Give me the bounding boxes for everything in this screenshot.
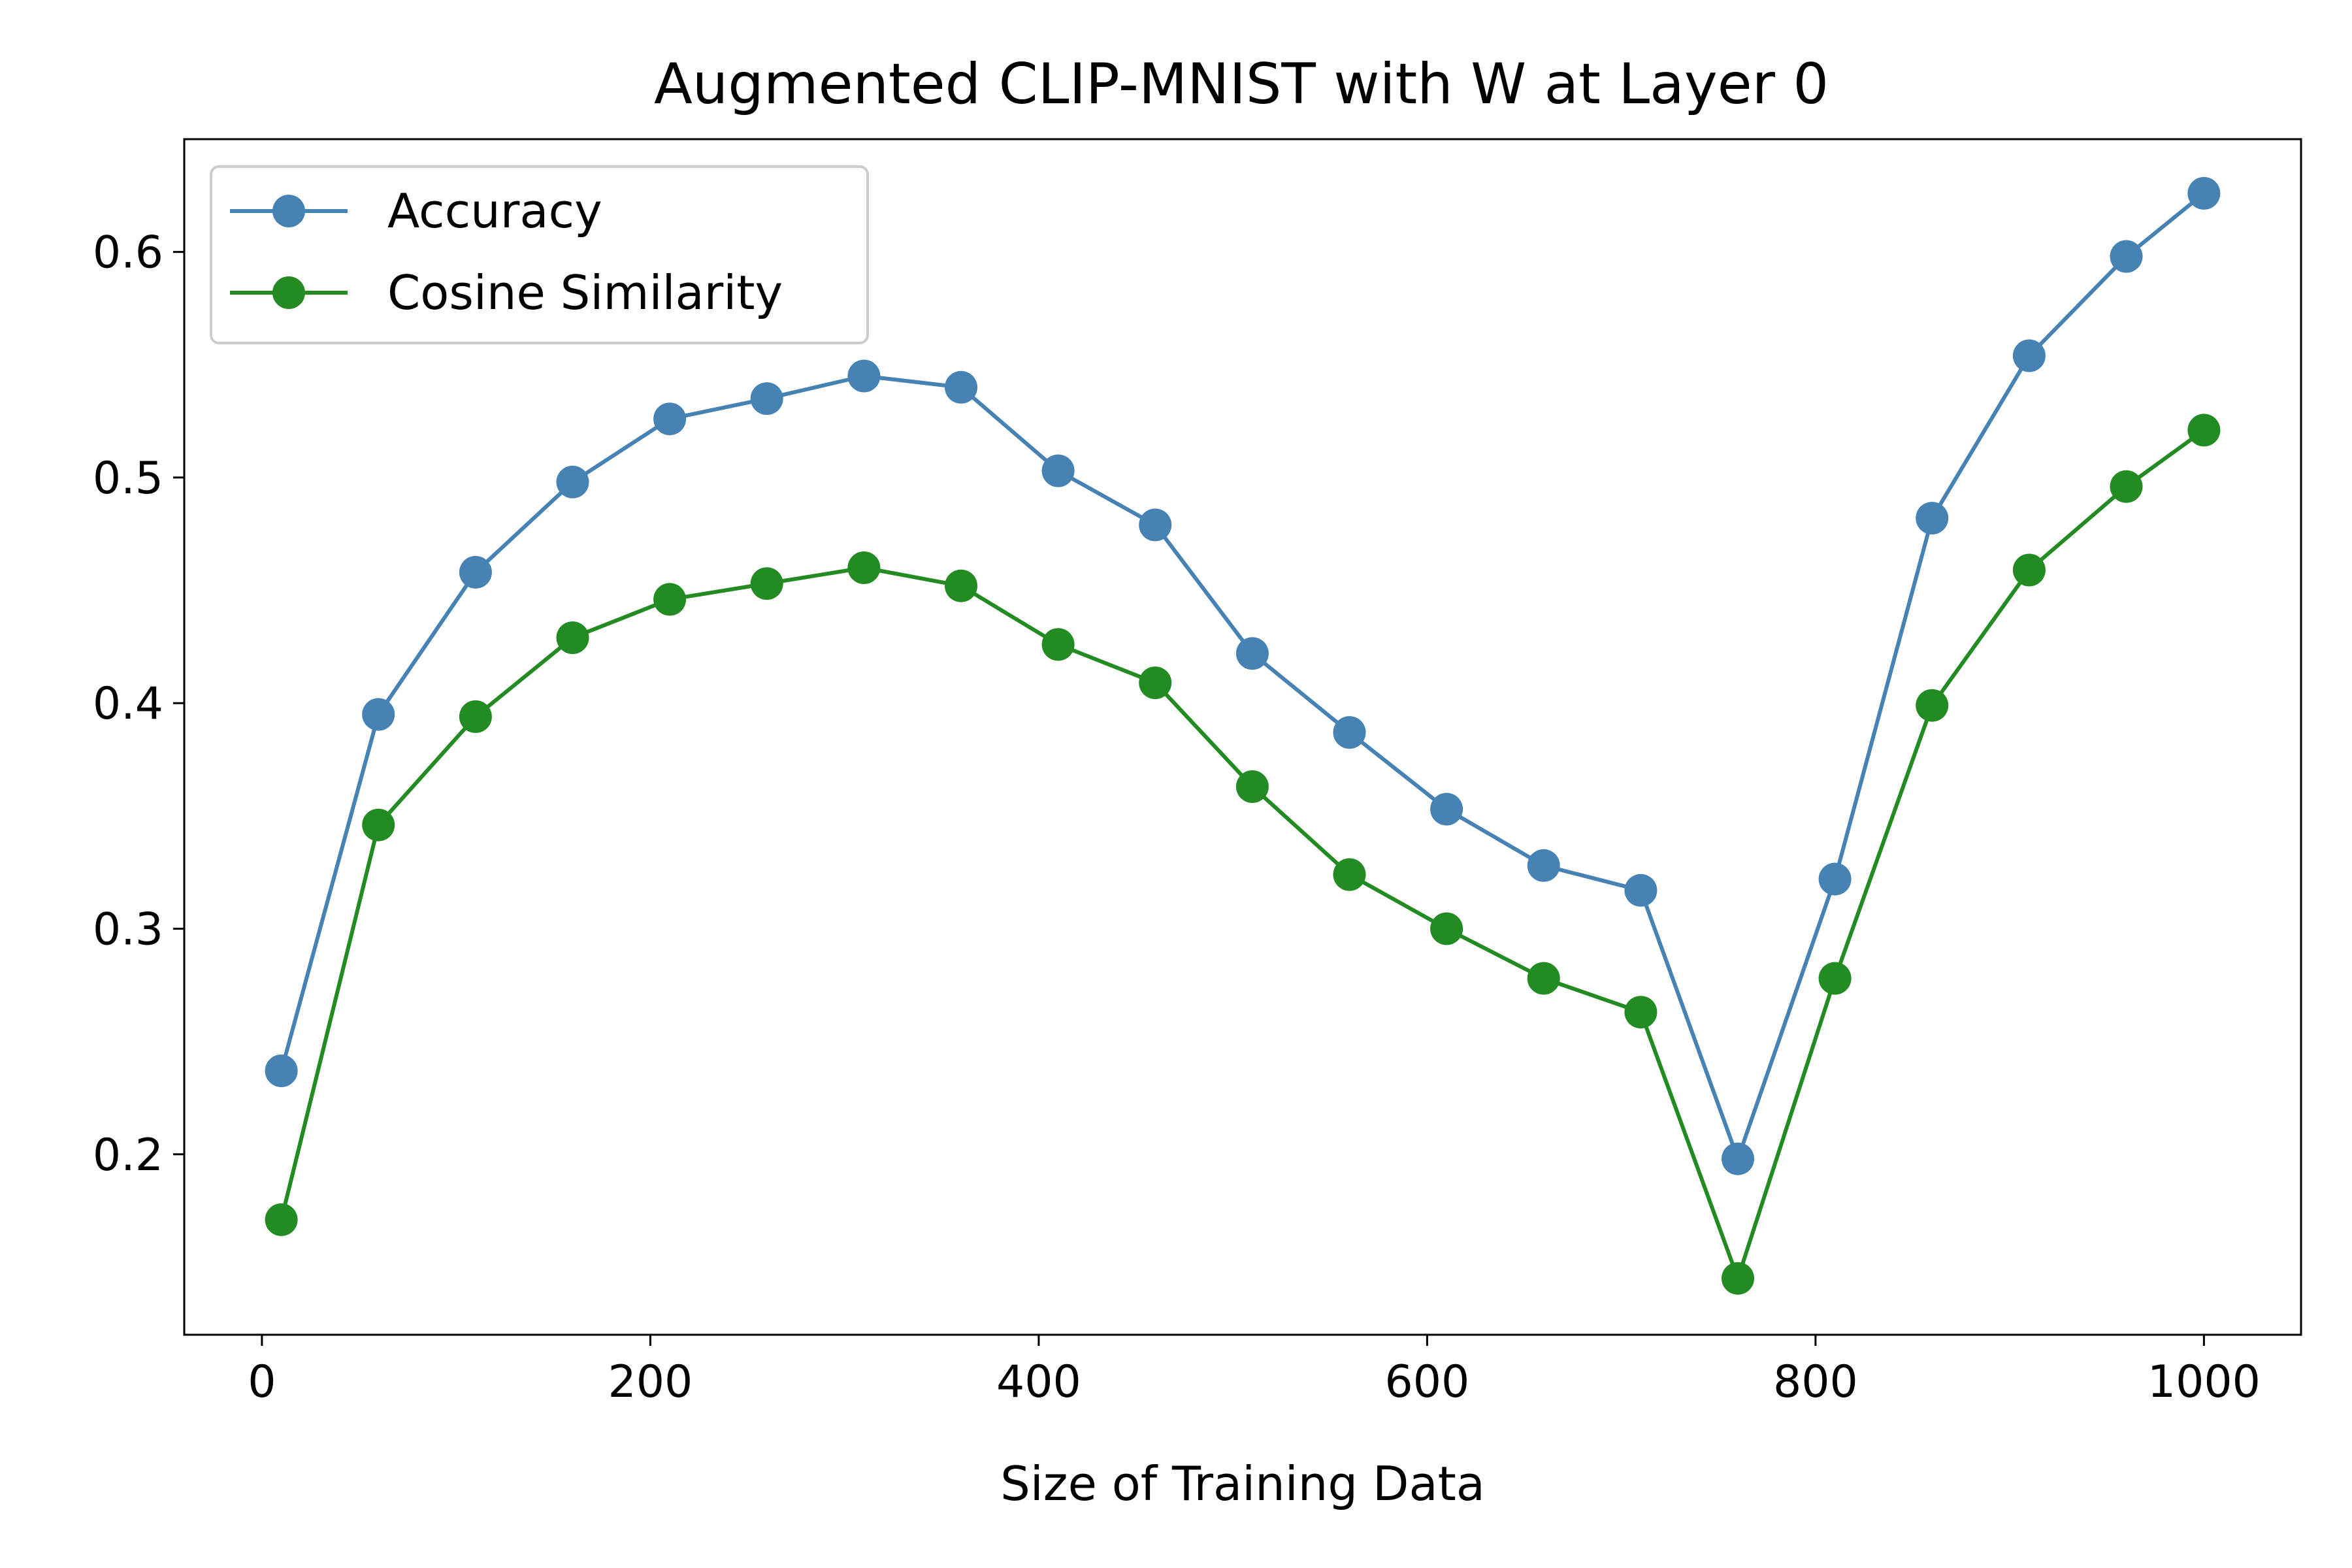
data-point-cosine-similarity-260	[750, 567, 783, 600]
legend-frame	[210, 165, 869, 344]
x-tick-label-800: 800	[1773, 1356, 1858, 1408]
x-axis-title: Size of Training Data	[1000, 1456, 1485, 1511]
data-point-cosine-similarity-660	[1527, 962, 1560, 995]
data-point-accuracy-410	[1041, 454, 1075, 487]
y-tick-label-0.2: 0.2	[93, 1130, 163, 1181]
data-point-accuracy-560	[1333, 716, 1366, 749]
data-point-cosine-similarity-710	[1624, 996, 1658, 1029]
data-point-cosine-similarity-610	[1430, 912, 1463, 945]
data-point-accuracy-760	[1722, 1142, 1754, 1175]
x-tick-label-400: 400	[996, 1356, 1081, 1408]
data-point-cosine-similarity-910	[2012, 553, 2046, 587]
legend-label-accuracy: Accuracy	[387, 184, 602, 238]
data-point-accuracy-460	[1139, 508, 1172, 542]
data-point-accuracy-510	[1235, 637, 1269, 670]
x-tick-label-200: 200	[608, 1356, 693, 1408]
data-point-accuracy-1000	[2187, 176, 2221, 210]
legend: Accuracy Cosine Similarity	[210, 165, 869, 344]
legend-marker-accuracy	[272, 195, 305, 227]
series-layer	[265, 176, 2221, 1295]
data-point-accuracy-160	[556, 465, 589, 498]
data-point-accuracy-360	[945, 370, 977, 404]
data-point-accuracy-260	[750, 382, 783, 416]
data-point-cosine-similarity-510	[1235, 770, 1269, 803]
data-point-accuracy-60	[362, 698, 395, 731]
data-point-cosine-similarity-210	[653, 583, 687, 616]
data-point-cosine-similarity-860	[1916, 689, 1949, 722]
y-axis: 0.2 0.3 0.4 0.5 0.6	[93, 227, 184, 1181]
x-axis: 0 200 400 600 800 1000	[248, 1335, 2261, 1408]
y-tick-label-0.4: 0.4	[93, 678, 163, 730]
data-point-accuracy-710	[1624, 874, 1658, 907]
data-point-cosine-similarity-810	[1818, 962, 1852, 995]
data-point-cosine-similarity-960	[2110, 470, 2143, 503]
data-point-cosine-similarity-310	[847, 551, 881, 584]
data-point-accuracy-310	[847, 359, 881, 393]
data-point-cosine-similarity-110	[459, 700, 492, 733]
data-point-cosine-similarity-10	[265, 1203, 298, 1236]
x-tick-label-600: 600	[1384, 1356, 1469, 1408]
y-tick-label-0.5: 0.5	[93, 453, 163, 504]
data-point-accuracy-10	[265, 1054, 298, 1087]
legend-marker-cosine-similarity	[272, 276, 305, 309]
data-point-accuracy-610	[1430, 792, 1463, 826]
y-tick-label-0.3: 0.3	[93, 904, 163, 955]
data-point-accuracy-960	[2110, 240, 2143, 273]
data-point-accuracy-660	[1527, 849, 1560, 882]
y-tick-label-0.6: 0.6	[93, 227, 163, 279]
data-point-accuracy-110	[459, 555, 492, 589]
data-point-accuracy-210	[653, 402, 687, 436]
data-point-accuracy-860	[1916, 502, 1949, 535]
data-point-cosine-similarity-1000	[2187, 414, 2221, 447]
series-accuracy	[265, 176, 2221, 1175]
plot-area	[183, 138, 2302, 1336]
data-point-cosine-similarity-360	[945, 569, 977, 602]
plot-frame	[183, 138, 2302, 1336]
data-point-accuracy-910	[2012, 339, 2046, 372]
data-point-cosine-similarity-560	[1333, 858, 1366, 891]
data-point-cosine-similarity-760	[1722, 1262, 1754, 1295]
legend-label-cosine-similarity: Cosine Similarity	[387, 265, 783, 320]
data-point-cosine-similarity-160	[556, 621, 589, 655]
x-tick-label-0: 0	[248, 1356, 276, 1408]
x-tick-label-1000: 1000	[2148, 1356, 2261, 1408]
chart-title: Augmented CLIP-MNIST with W at Layer 0	[654, 52, 1829, 117]
series-cosine-similarity	[265, 414, 2221, 1295]
data-point-cosine-similarity-60	[362, 808, 395, 841]
series-line-cosine-similarity	[279, 428, 2206, 1281]
data-point-cosine-similarity-460	[1139, 666, 1172, 700]
data-point-cosine-similarity-410	[1041, 628, 1075, 661]
data-point-accuracy-810	[1818, 862, 1852, 896]
